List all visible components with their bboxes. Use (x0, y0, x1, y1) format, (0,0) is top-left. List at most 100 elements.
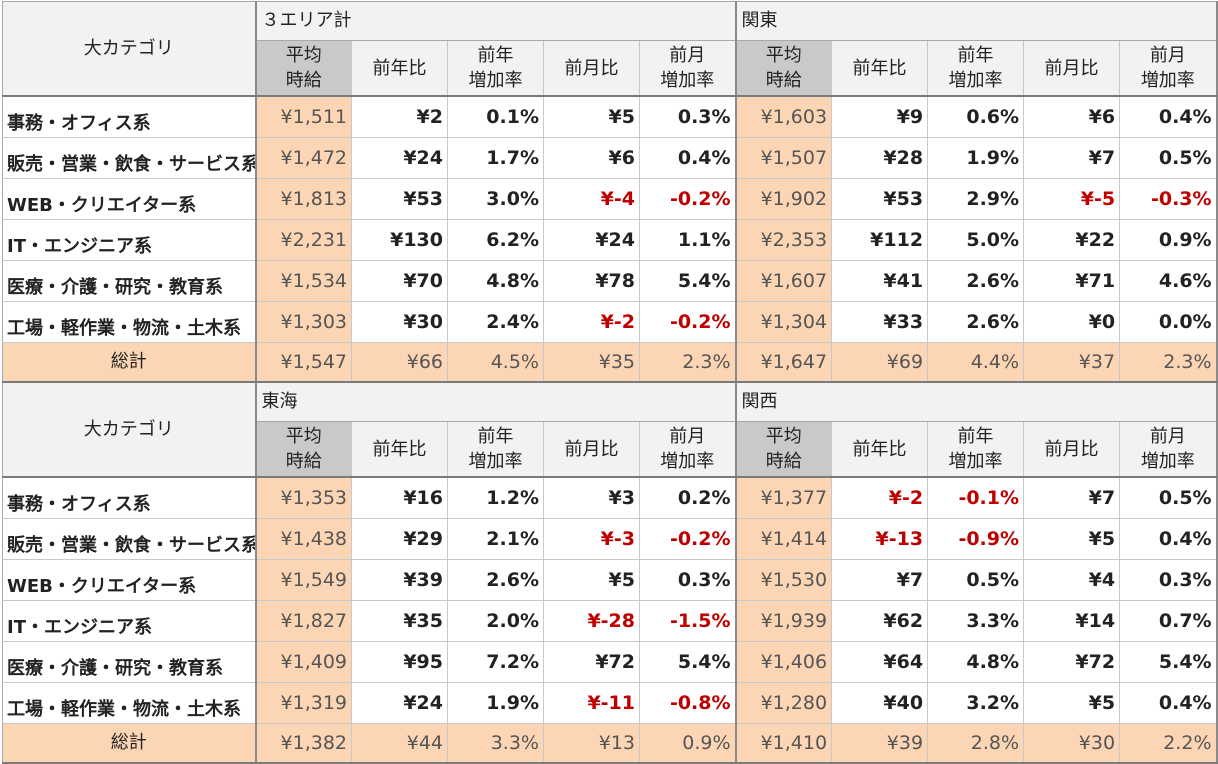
value-cell: -0.9% (927, 518, 1025, 560)
value-cell: ¥1,902 (734, 178, 833, 220)
col-header-avg: 平均 時給 (254, 40, 352, 97)
total-value-cell: 3.3% (447, 723, 544, 764)
col-header-yoy: 前年比 (831, 421, 929, 478)
value-cell: ¥1,280 (734, 682, 833, 724)
category-label: 医療・介護・研究・教育系 (2, 260, 256, 302)
value-cell: ¥2,353 (734, 219, 833, 261)
value-cell: -1.5% (638, 600, 737, 642)
value-cell: 0.3% (638, 95, 737, 138)
category-label: 医療・介護・研究・教育系 (2, 641, 256, 683)
value-cell: 0.4% (1119, 518, 1218, 560)
value-cell: -0.2% (638, 518, 737, 560)
value-cell: 0.1% (447, 95, 544, 138)
value-cell: ¥3 (543, 476, 640, 519)
value-cell: ¥5 (543, 95, 640, 138)
region-header-row: 大カテゴリ 東海 関西 (2, 381, 1218, 478)
value-cell: -0.1% (927, 476, 1025, 519)
table-row: 医療・介護・研究・教育系 ¥1,409 ¥95 7.2% ¥72 5.4% ¥1,406 ¥6… (2, 641, 1218, 683)
value-cell: ¥-2 (543, 301, 640, 343)
value-cell: 4.8% (927, 641, 1025, 683)
value-cell: 3.3% (927, 600, 1025, 642)
value-cell: ¥5 (543, 559, 640, 601)
col-header-yoy-rate: 前年 増加率 (927, 40, 1025, 97)
col-header-text: 増加率 (468, 451, 523, 472)
col-header-text: 前月比 (1044, 57, 1099, 79)
category-label: IT・エンジニア系 (2, 219, 256, 261)
value-cell: ¥-4 (543, 178, 640, 220)
value-cell: ¥53 (351, 178, 448, 220)
total-value-cell: 4.4% (927, 342, 1025, 383)
category-label: WEB・クリエイター系 (2, 559, 256, 601)
col-header-yoy: 前年比 (351, 421, 448, 478)
col-header-text: 前年 (477, 45, 514, 66)
value-cell: 0.2% (638, 476, 737, 519)
total-value-cell: ¥1,410 (734, 723, 833, 764)
value-cell: ¥-2 (831, 476, 929, 519)
col-header-mom-rate: 前月 増加率 (1119, 40, 1218, 97)
value-cell: 1.2% (447, 476, 544, 519)
total-value-cell: 4.5% (447, 342, 544, 383)
total-label: 総計 (2, 723, 256, 764)
category-label: IT・エンジニア系 (2, 600, 256, 642)
value-cell: 0.5% (1119, 476, 1218, 519)
value-cell: ¥7 (831, 559, 929, 601)
total-value-cell: ¥39 (831, 723, 929, 764)
table-row: WEB・クリエイター系 ¥1,813 ¥53 3.0% ¥-4 -0.2% ¥1,902 ¥5… (2, 178, 1218, 220)
value-cell: ¥7 (1023, 137, 1121, 179)
value-cell: ¥-3 (543, 518, 640, 560)
value-cell: ¥1,319 (254, 682, 352, 724)
col-header-text: 平均 (285, 45, 322, 66)
col-header-text: 前月比 (564, 438, 619, 460)
value-cell: 0.9% (1119, 219, 1218, 261)
col-header-text: 増加率 (660, 70, 715, 91)
table-row: 事務・オフィス系 ¥1,353 ¥16 1.2% ¥3 0.2% ¥1,377 ¥-2 -0.1… (2, 476, 1218, 519)
col-header-text: 前月 (1149, 45, 1186, 66)
value-cell: 1.9% (447, 682, 544, 724)
value-cell: ¥72 (543, 641, 640, 683)
value-cell: ¥70 (351, 260, 448, 302)
value-cell: ¥1,603 (734, 95, 833, 138)
total-value-cell: ¥66 (351, 342, 448, 383)
value-cell: -0.3% (1119, 178, 1218, 220)
value-cell: 0.4% (1119, 682, 1218, 724)
value-cell: ¥1,813 (254, 178, 352, 220)
value-cell: ¥4 (1023, 559, 1121, 601)
value-cell: ¥-28 (543, 600, 640, 642)
value-cell: ¥30 (351, 301, 448, 343)
total-label: 総計 (2, 342, 256, 383)
col-header-text: 前月 (669, 426, 706, 447)
category-header-cell: 大カテゴリ (2, 1, 256, 97)
category-label: 販売・営業・飲食・サービス系 (2, 518, 256, 560)
value-cell: ¥71 (1023, 260, 1121, 302)
table-row: IT・エンジニア系 ¥2,231 ¥130 6.2% ¥24 1.1% ¥2,353 ¥112… (2, 219, 1218, 261)
value-cell: ¥41 (831, 260, 929, 302)
column-header-row: 平均 時給 前年比 前年 増加率 前月比 前月 増加率 平均 時給 前年比 前年 増加率 前月比 前月 増加率 (3, 40, 1218, 97)
col-header-text: 増加率 (1140, 70, 1195, 91)
total-value-cell: 2.3% (1119, 342, 1218, 383)
value-cell: 5.4% (638, 260, 737, 302)
col-header-text: 増加率 (948, 451, 1003, 472)
value-cell: 5.0% (927, 219, 1025, 261)
col-header-text: 増加率 (948, 70, 1003, 91)
value-cell: ¥1,530 (734, 559, 833, 601)
col-header-text: 前月 (1149, 426, 1186, 447)
region-title: ３エリア計 (254, 1, 737, 41)
value-cell: ¥24 (543, 219, 640, 261)
col-header-yoy: 前年比 (351, 40, 448, 97)
value-cell: ¥1,303 (254, 301, 352, 343)
col-header-text: 時給 (765, 451, 802, 472)
value-cell: ¥1,406 (734, 641, 833, 683)
value-cell: 1.9% (927, 137, 1025, 179)
col-header-mom: 前月比 (543, 421, 640, 478)
value-cell: -0.2% (638, 301, 737, 343)
col-header-mom: 前月比 (1023, 40, 1121, 97)
column-header-row: 平均 時給 前年比 前年 増加率 前月比 前月 増加率 平均 時給 前年比 前年 増加率 前月比 前月 増加率 (3, 421, 1218, 478)
value-cell: ¥-13 (831, 518, 929, 560)
col-header-text: 増加率 (1140, 451, 1195, 472)
col-header-text: 平均 (765, 45, 802, 66)
value-cell: ¥78 (543, 260, 640, 302)
table-row: 販売・営業・飲食・サービス系 ¥1,438 ¥29 2.1% ¥-3 -0.2% ¥1,41… (2, 518, 1218, 560)
col-header-avg: 平均 時給 (734, 421, 833, 478)
total-value-cell: 2.3% (638, 342, 737, 383)
